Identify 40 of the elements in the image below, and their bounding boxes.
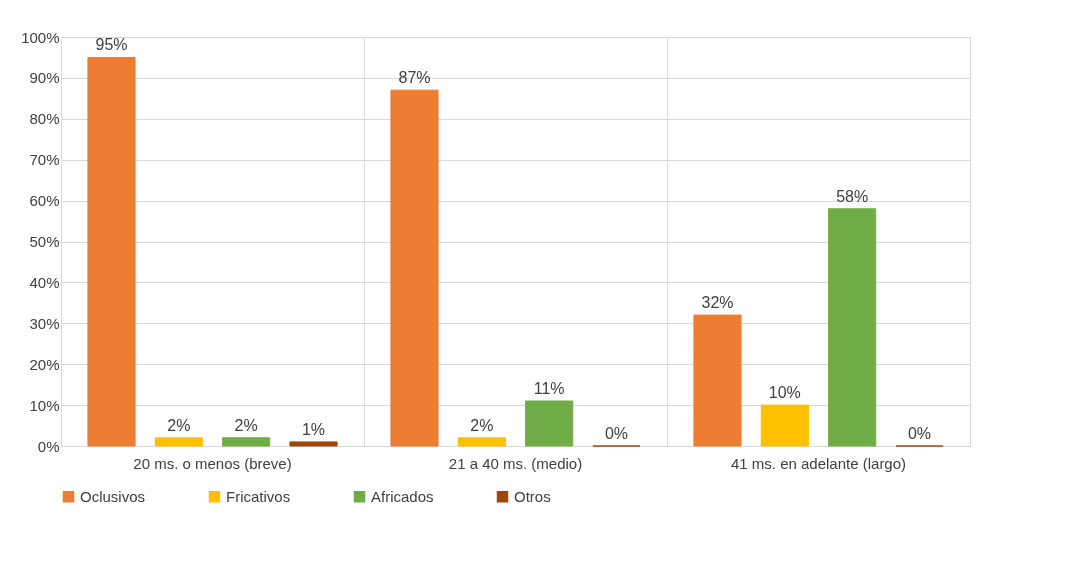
bar xyxy=(87,56,136,447)
y-tick-label: 50% xyxy=(29,233,60,250)
bar xyxy=(154,437,203,447)
data-label: 0% xyxy=(604,425,629,442)
legend-label: Oclusivos xyxy=(80,487,146,505)
bar xyxy=(457,437,506,447)
y-tick-label: 10% xyxy=(29,396,60,414)
y-tick-label: 70% xyxy=(29,151,60,169)
y-tick-label: 60% xyxy=(29,192,60,210)
data-label: 1% xyxy=(301,420,326,438)
x-tick-label: 20 ms. o menos (breve) xyxy=(133,454,292,472)
legend-label: Africados xyxy=(371,487,434,505)
data-label: 0% xyxy=(907,425,932,442)
data-label: 32% xyxy=(701,294,734,312)
x-tick-label: 21 a 40 ms. (medio) xyxy=(448,454,583,472)
data-label: 2% xyxy=(470,416,494,434)
bar xyxy=(525,400,574,447)
data-label: 10% xyxy=(768,384,801,402)
y-tick-label: 0% xyxy=(37,437,60,455)
data-label: 2% xyxy=(234,416,258,434)
y-tick-label: 90% xyxy=(29,69,60,87)
bar xyxy=(828,208,877,447)
bar xyxy=(289,441,338,447)
data-label: 58% xyxy=(836,187,869,205)
y-tick-label: 40% xyxy=(29,273,60,291)
y-tick-label: 30% xyxy=(29,314,60,332)
y-tick-label: 20% xyxy=(29,355,60,373)
y-tick-label: 80% xyxy=(29,110,60,128)
y-tick-label: 100% xyxy=(21,28,60,46)
legend-label: Fricativos xyxy=(226,487,291,505)
x-tick-label: 41 ms. en adelante (largo) xyxy=(730,454,907,472)
bar xyxy=(760,404,809,447)
data-label: 2% xyxy=(167,416,191,434)
legend-label: Otros xyxy=(514,487,551,505)
bar xyxy=(222,437,271,447)
bar xyxy=(693,314,742,447)
data-label: 95% xyxy=(95,36,128,54)
bar xyxy=(390,89,439,447)
data-label: 87% xyxy=(398,69,431,87)
data-label: 11% xyxy=(533,380,565,398)
